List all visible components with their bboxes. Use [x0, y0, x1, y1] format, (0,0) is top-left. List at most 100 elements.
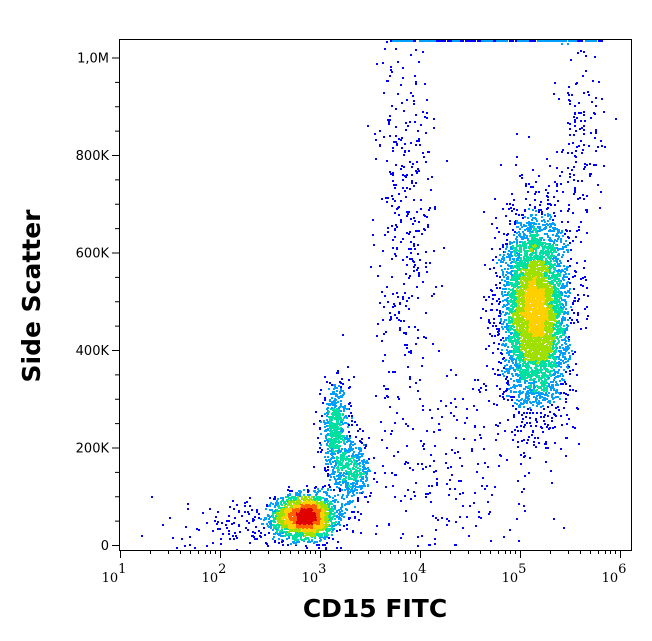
event-point [359, 465, 361, 467]
event-point [282, 510, 284, 512]
event-point [329, 486, 331, 488]
event-point [551, 350, 553, 352]
event-point [498, 259, 500, 261]
event-point [363, 483, 365, 485]
event-point [303, 513, 305, 515]
event-point [313, 502, 315, 504]
event-point [348, 473, 350, 475]
event-point [285, 524, 287, 526]
event-point [331, 507, 333, 509]
event-point [311, 512, 313, 514]
event-point [304, 526, 306, 528]
event-point [303, 499, 305, 501]
event-point [569, 230, 571, 232]
event-point [496, 309, 498, 311]
event-point [334, 501, 336, 503]
event-point [331, 401, 333, 403]
event-point [274, 521, 276, 523]
event-point [540, 406, 542, 408]
event-point [330, 463, 332, 465]
event-point [538, 267, 540, 269]
event-point [561, 424, 563, 426]
event-point [535, 191, 537, 193]
event-point [351, 501, 353, 503]
event-point [534, 327, 536, 329]
event-point [520, 352, 522, 354]
event-point [334, 518, 336, 520]
event-point [565, 340, 567, 342]
event-point [297, 511, 299, 513]
event-point [327, 463, 329, 465]
event-point [572, 369, 574, 371]
event-point [528, 293, 530, 295]
event-point [508, 388, 510, 390]
event-point [537, 365, 539, 367]
event-point [320, 503, 322, 505]
event-point [321, 509, 323, 511]
event-point [510, 246, 512, 248]
event-point [284, 521, 286, 523]
event-point [288, 486, 290, 488]
event-point [527, 238, 529, 240]
event-point [572, 212, 574, 214]
event-point [549, 298, 551, 300]
event-point [532, 186, 534, 188]
event-point [326, 425, 328, 427]
event-point [554, 274, 556, 276]
event-point [558, 358, 560, 360]
event-point [292, 510, 294, 512]
event-point [324, 469, 326, 471]
event-point [328, 411, 330, 413]
event-point [523, 269, 525, 271]
event-point [518, 367, 520, 369]
event-point [550, 470, 552, 472]
event-point [311, 505, 313, 507]
event-point [489, 322, 491, 324]
event-point [565, 398, 567, 400]
event-point [358, 457, 360, 459]
event-point [508, 370, 510, 372]
event-point [308, 496, 310, 498]
event-point [525, 393, 527, 395]
event-point [487, 327, 489, 329]
event-point [558, 285, 560, 287]
event-point [290, 503, 292, 505]
event-point [295, 498, 297, 500]
event-point [373, 457, 375, 459]
event-point [345, 438, 347, 440]
event-point [314, 499, 316, 501]
event-point [284, 528, 286, 530]
event-point [526, 289, 528, 291]
event-point [540, 367, 542, 369]
event-point [326, 403, 328, 405]
event-point [353, 511, 355, 513]
event-point [585, 279, 587, 281]
event-point [343, 516, 345, 518]
event-point [328, 459, 330, 461]
event-point [534, 207, 536, 209]
event-point [320, 444, 322, 446]
event-point [300, 536, 302, 538]
event-point [344, 481, 346, 483]
event-point [502, 246, 504, 248]
event-point [278, 510, 280, 512]
event-point [351, 415, 353, 417]
event-point [341, 378, 343, 380]
event-point [535, 315, 537, 317]
event-point [563, 407, 565, 409]
event-point [351, 495, 353, 497]
event-point [324, 423, 326, 425]
event-point [291, 490, 293, 492]
event-point [515, 391, 517, 393]
event-point [328, 425, 330, 427]
event-point [305, 504, 307, 506]
event-point [569, 282, 571, 284]
event-point [501, 293, 503, 295]
event-point [351, 424, 353, 426]
event-point [566, 276, 568, 278]
event-point [333, 489, 335, 491]
event-point [304, 506, 306, 508]
event-point [303, 494, 305, 496]
event-point [517, 348, 519, 350]
event-point [495, 217, 497, 219]
